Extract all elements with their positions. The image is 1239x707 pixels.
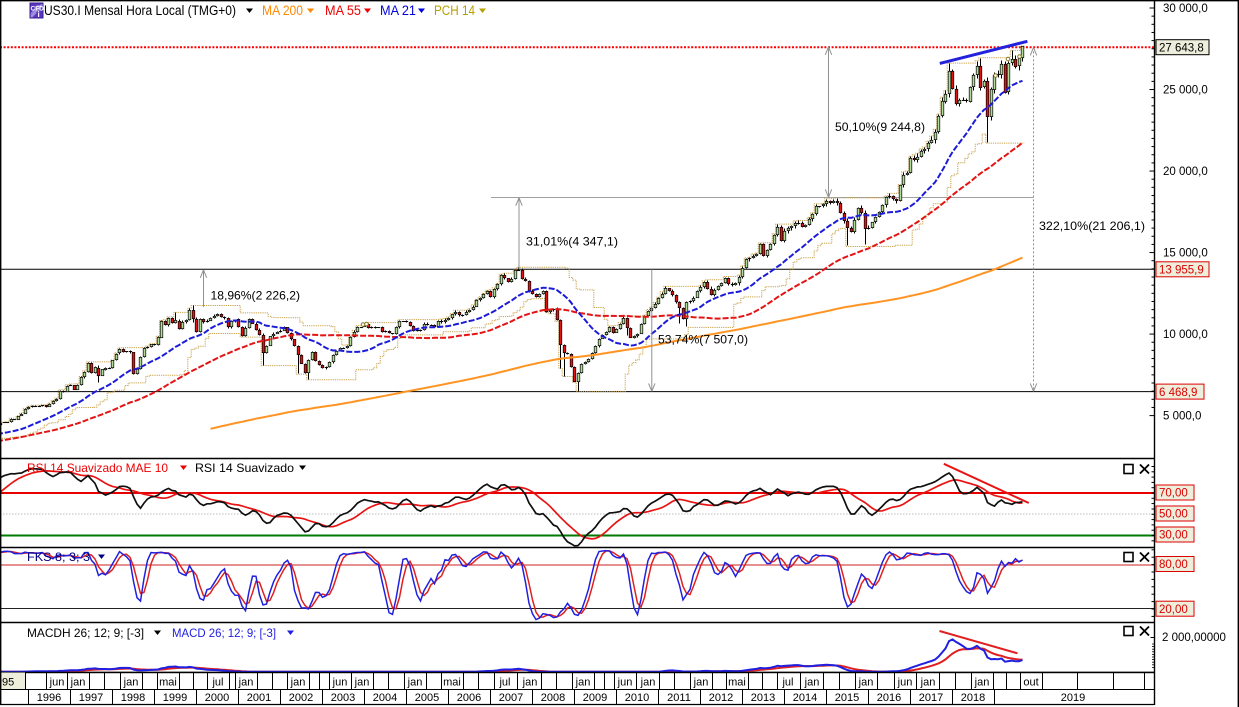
svg-text:jan: jan [575, 677, 591, 689]
svg-text:13 955,9: 13 955,9 [1159, 265, 1204, 277]
svg-text:jan: jan [640, 677, 656, 689]
svg-text:15 000,0: 15 000,0 [1163, 248, 1208, 260]
svg-text:jun: jun [617, 677, 633, 689]
svg-text:2014: 2014 [793, 692, 817, 704]
svg-text:CFD: CFD [31, 6, 45, 13]
svg-text:2010: 2010 [625, 692, 649, 704]
svg-text:50,00: 50,00 [1159, 509, 1188, 521]
svg-text:jul: jul [211, 677, 223, 689]
svg-text:2002: 2002 [289, 692, 313, 704]
svg-text:jun: jun [332, 677, 348, 689]
svg-text:2001: 2001 [247, 692, 271, 704]
svg-text:jul: jul [498, 677, 510, 689]
svg-text:30 000,0: 30 000,0 [1163, 3, 1208, 15]
svg-text:2017: 2017 [919, 692, 943, 704]
svg-text:2004: 2004 [373, 692, 397, 704]
svg-text:jan: jan [920, 677, 936, 689]
svg-text:MA 55: MA 55 [325, 3, 361, 18]
svg-text:2011: 2011 [667, 692, 691, 704]
svg-text:jan: jan [693, 677, 709, 689]
svg-text:jan: jan [804, 677, 820, 689]
svg-text:2003: 2003 [331, 692, 355, 704]
svg-text:MA 21: MA 21 [380, 3, 416, 18]
svg-text:2016: 2016 [877, 692, 901, 704]
svg-text:1999: 1999 [163, 692, 187, 704]
svg-text:RSI 14 Suavizado MAE 10: RSI 14 Suavizado MAE 10 [27, 461, 168, 475]
svg-text:jan: jan [238, 677, 254, 689]
svg-text:322,10%(21 206,1): 322,10%(21 206,1) [1039, 219, 1145, 233]
svg-text:2013: 2013 [751, 692, 775, 704]
svg-text:70,00: 70,00 [1159, 488, 1188, 500]
svg-text:6 468,9: 6 468,9 [1159, 387, 1197, 399]
svg-text:2007: 2007 [499, 692, 523, 704]
svg-text:2009: 2009 [583, 692, 607, 704]
svg-text:MACD 26; 12; 9; [-3]: MACD 26; 12; 9; [-3] [172, 626, 276, 640]
svg-text:mai: mai [159, 677, 177, 689]
svg-text:30,00: 30,00 [1159, 530, 1188, 542]
svg-text:2012: 2012 [709, 692, 733, 704]
svg-text:1997: 1997 [79, 692, 103, 704]
svg-text:2000: 2000 [205, 692, 229, 704]
svg-text:jan: jan [354, 677, 370, 689]
svg-text:mai: mai [443, 677, 461, 689]
svg-text:jul: jul [781, 677, 793, 689]
svg-text:2015: 2015 [835, 692, 859, 704]
svg-text:2 000,00000: 2 000,00000 [1162, 632, 1226, 644]
svg-text:1995: 1995 [0, 677, 14, 689]
svg-text:jan: jan [858, 677, 874, 689]
svg-text:5 000,0: 5 000,0 [1163, 411, 1201, 423]
svg-text:2005: 2005 [415, 692, 439, 704]
svg-text:FKS 8; 3; 3: FKS 8; 3; 3 [27, 550, 90, 564]
svg-text:i: i [38, 10, 40, 19]
svg-text:MACDH 26; 12; 9; [-3]: MACDH 26; 12; 9; [-3] [27, 626, 144, 640]
svg-text:MA 200: MA 200 [262, 3, 303, 18]
svg-text:53,74%(7 507,0): 53,74%(7 507,0) [658, 333, 748, 347]
svg-text:50,10%(9 244,8): 50,10%(9 244,8) [835, 120, 925, 134]
svg-text:2019: 2019 [1061, 692, 1085, 704]
svg-text:31,01%(4 347,1): 31,01%(4 347,1) [526, 235, 618, 249]
svg-text:jun: jun [49, 677, 65, 689]
svg-text:jan: jan [70, 677, 86, 689]
svg-text:jun: jun [897, 677, 913, 689]
svg-text:jan: jan [974, 677, 990, 689]
svg-text:US30.I Mensal Hora Local (TMG+: US30.I Mensal Hora Local (TMG+0) [44, 3, 236, 18]
svg-text:25 000,0: 25 000,0 [1163, 85, 1208, 97]
svg-text:2006: 2006 [457, 692, 481, 704]
svg-text:18,96%(2 226,2): 18,96%(2 226,2) [211, 289, 301, 303]
svg-text:10 000,0: 10 000,0 [1163, 329, 1208, 341]
svg-text:27 643,8: 27 643,8 [1159, 42, 1204, 54]
svg-text:20 000,0: 20 000,0 [1163, 166, 1208, 178]
svg-text:PCH 14: PCH 14 [434, 3, 475, 18]
svg-text:2018: 2018 [961, 692, 985, 704]
svg-text:1996: 1996 [37, 692, 61, 704]
svg-text:mai: mai [728, 677, 746, 689]
svg-text:RSI 14 Suavizado: RSI 14 Suavizado [195, 461, 294, 475]
svg-text:jan: jan [522, 677, 538, 689]
svg-text:80,00: 80,00 [1159, 559, 1188, 571]
svg-text:jan: jan [290, 677, 306, 689]
svg-text:20,00: 20,00 [1159, 604, 1188, 616]
svg-text:jan: jan [407, 677, 423, 689]
svg-text:2008: 2008 [541, 692, 565, 704]
svg-text:1998: 1998 [121, 692, 145, 704]
svg-text:jan: jan [123, 677, 139, 689]
svg-text:out: out [1023, 677, 1038, 689]
